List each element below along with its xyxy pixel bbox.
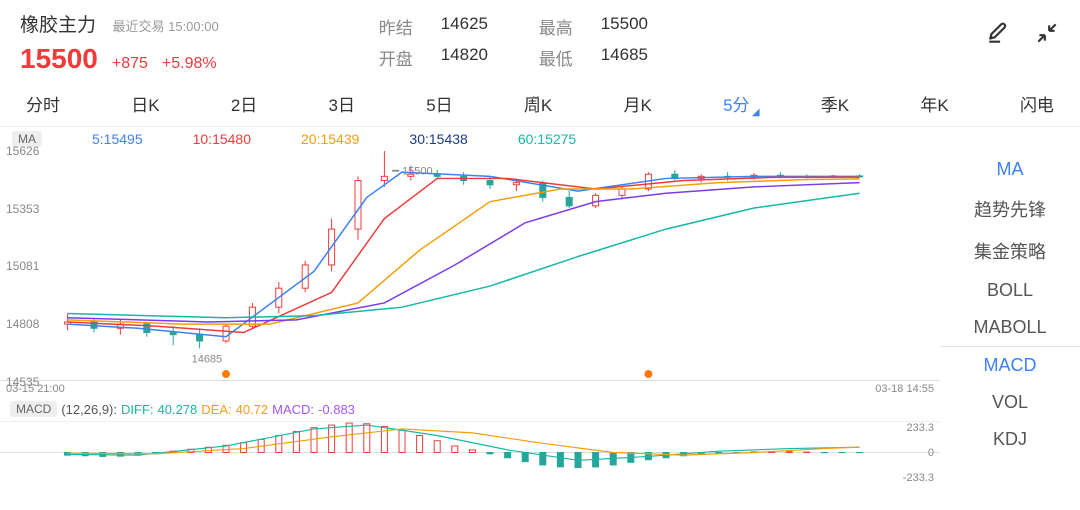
time-axis: 03-15 21:00 03-18 14:55 <box>0 381 940 397</box>
chart-column: ━ 1550014685 1562615353150811480814535 0… <box>0 151 940 483</box>
ma-item: 5:15495 <box>92 131 143 147</box>
change-abs: +875 <box>112 55 148 73</box>
tab-7[interactable]: 5分 <box>723 91 749 116</box>
draw-icon[interactable] <box>986 20 1012 51</box>
prev-close: 14625 <box>441 14 511 39</box>
indicator-BOLL[interactable]: BOLL <box>940 272 1080 309</box>
indicator-趋势先锋[interactable]: 趋势先锋 <box>940 188 1080 230</box>
svg-text:14685: 14685 <box>192 353 223 365</box>
indicator-VOL[interactable]: VOL <box>940 384 1080 421</box>
dea-label: DEA: <box>201 402 231 417</box>
ma-item: 60:15275 <box>518 131 576 147</box>
tab-9[interactable]: 年K <box>920 91 948 116</box>
high: 15500 <box>601 14 671 39</box>
price-chart[interactable]: ━ 1550014685 1562615353150811480814535 <box>0 151 940 381</box>
indicator-MA[interactable]: MA <box>940 151 1080 188</box>
open-label: 开盘 <box>379 45 413 70</box>
ma-item: 20:15439 <box>301 131 359 147</box>
header: 橡胶主力 最近交易 15:00:00 15500 +875 +5.98% 昨结 … <box>0 0 1080 75</box>
main: ━ 1550014685 1562615353150811480814535 0… <box>0 151 1080 483</box>
indicator-MABOLL[interactable]: MABOLL <box>940 309 1080 346</box>
instrument-title: 橡胶主力 <box>20 10 96 37</box>
diff-label: DIFF: <box>121 402 154 417</box>
macd-chart[interactable]: 233.30-233.3 <box>0 421 940 483</box>
change-pct: +5.98% <box>162 55 217 73</box>
indicator-KDJ[interactable]: KDJ <box>940 421 1080 458</box>
header-left: 橡胶主力 最近交易 15:00:00 15500 +875 +5.98% <box>20 10 219 75</box>
tab-5[interactable]: 周K <box>524 91 552 116</box>
timeframe-tabs: 分时 日K 2日 3日 5日 周K 月K 5分 季K 年K 闪电 <box>0 75 1080 126</box>
ma-item: 10:15480 <box>193 131 251 147</box>
tab-8[interactable]: 季K <box>821 91 849 116</box>
tab-4[interactable]: 5日 <box>426 91 452 116</box>
tab-2[interactable]: 2日 <box>231 91 257 116</box>
tab-0[interactable]: 分时 <box>26 91 60 116</box>
macd-legend: MACD (12,26,9): DIFF: 40.278 DEA: 40.72 … <box>0 397 940 421</box>
diff-val: 40.278 <box>158 402 198 417</box>
macd-params: (12,26,9): <box>61 402 117 417</box>
indicator-集金策略[interactable]: 集金策略 <box>940 230 1080 272</box>
indicator-panel: MA趋势先锋集金策略BOLLMABOLLMACDVOLKDJ <box>940 151 1080 483</box>
high-label: 最高 <box>539 14 573 39</box>
macd-badge: MACD <box>10 401 57 417</box>
collapse-icon[interactable] <box>1034 20 1060 51</box>
tab-6[interactable]: 月K <box>624 91 652 116</box>
low-label: 最低 <box>539 45 573 70</box>
ma-legend: MA 5:1549510:1548020:1543930:1543860:152… <box>0 126 1080 151</box>
macd-val: -0.883 <box>318 402 355 417</box>
ma-item: 30:15438 <box>409 131 467 147</box>
dea-val: 40.72 <box>236 402 269 417</box>
price-row: 15500 +875 +5.98% <box>20 43 219 75</box>
svg-text:━ 15500: ━ 15500 <box>391 165 432 177</box>
tab-10[interactable]: 闪电 <box>1020 91 1054 116</box>
quote-grid: 昨结 14625 最高 15500 开盘 14820 最低 14685 <box>379 14 671 70</box>
tab-3[interactable]: 3日 <box>329 91 355 116</box>
open: 14820 <box>441 45 511 70</box>
last-price: 15500 <box>20 43 98 75</box>
time-end: 03-18 14:55 <box>875 383 934 395</box>
header-icons <box>986 20 1060 51</box>
indicator-MACD[interactable]: MACD <box>940 347 1080 384</box>
low: 14685 <box>601 45 671 70</box>
prev-close-label: 昨结 <box>379 14 413 39</box>
last-trade: 最近交易 15:00:00 <box>112 19 218 34</box>
macd-label: MACD: <box>272 402 314 417</box>
tab-1[interactable]: 日K <box>131 91 159 116</box>
